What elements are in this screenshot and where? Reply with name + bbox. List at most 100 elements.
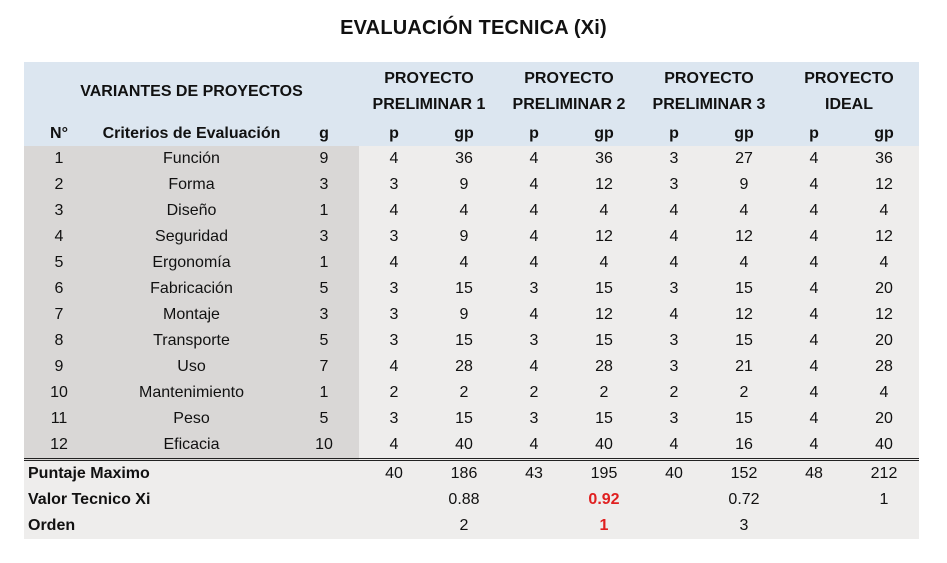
score-gp: 40 (429, 432, 499, 460)
score-p: 4 (779, 224, 849, 250)
score-gp: 4 (849, 198, 920, 224)
criterion-name: Diseño (94, 198, 289, 224)
col-criteria-header: Criterios de Evaluación (102, 125, 281, 142)
order-value: 2 (429, 513, 499, 539)
criterion-name: Eficacia (94, 432, 289, 460)
criterion-name: Ergonomía (94, 250, 289, 276)
score-p: 3 (639, 406, 709, 432)
row-number: 7 (24, 302, 94, 328)
criterion-name: Fabricación (94, 276, 289, 302)
table-row: 11 Peso 5 3 15 3 15 3 15 4 20 (24, 406, 920, 432)
total-value: 152 (709, 458, 779, 487)
score-p: 3 (639, 354, 709, 380)
score-gp: 15 (709, 406, 779, 432)
row-number: 11 (24, 406, 94, 432)
criterion-name: Mantenimiento (94, 380, 289, 406)
col-gp-header: gp (734, 125, 754, 142)
score-p: 4 (499, 354, 569, 380)
score-gp: 4 (429, 198, 499, 224)
score-p: 3 (359, 302, 429, 328)
score-gp: 36 (429, 146, 499, 172)
project-1-header: PROYECTO PRELIMINAR 1 (372, 70, 486, 113)
weight-g: 9 (289, 146, 359, 172)
score-gp: 16 (709, 432, 779, 460)
row-number: 4 (24, 224, 94, 250)
col-g-header: g (319, 125, 329, 142)
criterion-name: Función (94, 146, 289, 172)
score-p: 4 (639, 224, 709, 250)
col-gp-header: gp (874, 125, 894, 142)
score-gp: 9 (709, 172, 779, 198)
col-gp-header: gp (454, 125, 474, 142)
score-gp: 27 (709, 146, 779, 172)
col-gp-header: gp (594, 125, 614, 142)
row-number: 3 (24, 198, 94, 224)
score-p: 4 (779, 354, 849, 380)
score-p: 4 (779, 432, 849, 460)
score-p: 3 (499, 328, 569, 354)
score-gp: 15 (709, 328, 779, 354)
score-p: 4 (359, 250, 429, 276)
score-gp: 15 (429, 406, 499, 432)
weight-g: 5 (289, 276, 359, 302)
score-p: 2 (359, 380, 429, 406)
score-gp: 12 (569, 302, 639, 328)
row-number: 6 (24, 276, 94, 302)
total-label: Puntaje Maximo (24, 458, 359, 487)
total-value: 40 (359, 458, 429, 487)
score-p: 3 (639, 276, 709, 302)
score-p: 3 (499, 276, 569, 302)
score-gp: 12 (569, 172, 639, 198)
score-p: 4 (639, 250, 709, 276)
score-p: 4 (359, 432, 429, 460)
score-gp: 28 (849, 354, 920, 380)
score-gp: 12 (569, 224, 639, 250)
score-gp: 2 (569, 380, 639, 406)
score-gp: 12 (849, 224, 920, 250)
score-p: 4 (499, 432, 569, 460)
score-gp: 9 (429, 224, 499, 250)
order-row: Orden 2 1 3 (24, 513, 920, 539)
table-row: 10 Mantenimiento 1 2 2 2 2 2 2 4 4 (24, 380, 920, 406)
score-p: 4 (499, 172, 569, 198)
col-p-header: p (669, 125, 679, 142)
weight-g: 5 (289, 328, 359, 354)
weight-g: 1 (289, 250, 359, 276)
score-p: 4 (639, 302, 709, 328)
table-row: 2 Forma 3 3 9 4 12 3 9 4 12 (24, 172, 920, 198)
weight-g: 3 (289, 172, 359, 198)
score-gp: 4 (429, 250, 499, 276)
weight-g: 3 (289, 302, 359, 328)
criterion-name: Montaje (94, 302, 289, 328)
score-gp: 12 (709, 224, 779, 250)
col-number-header: N° (50, 125, 68, 142)
score-gp: 15 (569, 328, 639, 354)
weight-g: 1 (289, 198, 359, 224)
score-p: 4 (779, 276, 849, 302)
score-p: 4 (639, 432, 709, 460)
evaluation-table: VARIANTES DE PROYECTOS PROYECTO PRELIMIN… (24, 62, 920, 539)
score-gp: 4 (709, 198, 779, 224)
total-row: Puntaje Maximo 40 186 43 195 40 152 48 2… (24, 458, 920, 487)
score-gp: 4 (849, 380, 920, 406)
score-gp: 4 (849, 250, 920, 276)
total-value: 212 (849, 458, 920, 487)
score-p: 3 (359, 172, 429, 198)
table-row: 6 Fabricación 5 3 15 3 15 3 15 4 20 (24, 276, 920, 302)
score-p: 3 (639, 172, 709, 198)
score-p: 3 (639, 146, 709, 172)
score-p: 4 (499, 146, 569, 172)
score-p: 4 (499, 198, 569, 224)
total-value: 43 (499, 458, 569, 487)
score-gp: 28 (429, 354, 499, 380)
score-gp: 40 (849, 432, 920, 460)
technical-value-row: Valor Tecnico Xi 0.88 0.92 0.72 1 (24, 487, 920, 513)
criterion-name: Forma (94, 172, 289, 198)
score-gp: 20 (849, 328, 920, 354)
score-p: 4 (499, 250, 569, 276)
score-gp: 2 (429, 380, 499, 406)
order-value-best: 1 (569, 513, 639, 539)
col-p-header: p (809, 125, 819, 142)
score-p: 4 (779, 250, 849, 276)
score-p: 4 (359, 354, 429, 380)
